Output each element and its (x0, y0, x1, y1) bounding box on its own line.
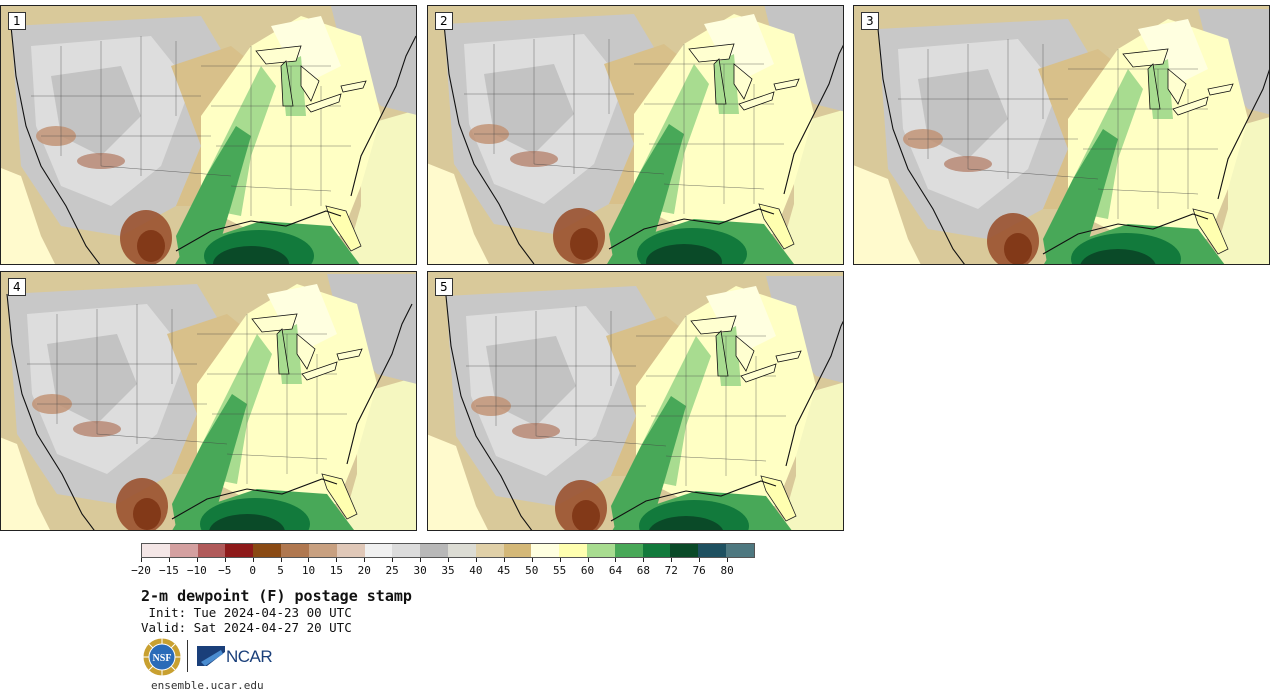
footer-url: ensemble.ucar.edu (151, 679, 264, 692)
colorbar-segment (336, 544, 365, 557)
colorbar-tick-label: 64 (608, 564, 623, 577)
colorbar-tick-label: 15 (329, 564, 343, 577)
panel-number: 3 (861, 12, 879, 30)
colorbar-tick-mark (727, 558, 729, 562)
colorbar-tick-label: −10 (186, 564, 207, 577)
panel-number: 2 (435, 12, 453, 30)
dewpoint-map (1, 6, 416, 264)
colorbar-tick-mark (336, 558, 338, 562)
init-time: Init: Tue 2024-04-23 00 UTC (141, 605, 352, 620)
colorbar-tick-mark (531, 558, 533, 562)
colorbar-segment (559, 544, 587, 557)
colorbar-tick-label: 5 (277, 564, 284, 577)
colorbar-tick-label: −15 (158, 564, 179, 577)
colorbar-segment (253, 544, 282, 557)
colorbar-segment (698, 544, 727, 557)
colorbar-segment (392, 544, 421, 557)
nsf-logo-icon: NSF (143, 638, 181, 676)
colorbar-segment (197, 544, 226, 557)
colorbar-tick-mark (587, 558, 589, 562)
colorbar-tick-mark (141, 558, 142, 562)
colorbar-tick-mark (448, 558, 449, 562)
colorbar-tick-mark (615, 558, 617, 562)
dewpoint-map (854, 6, 1269, 264)
colorbar-tick-mark (475, 558, 477, 562)
colorbar-tick-mark (643, 558, 645, 562)
colorbar-segment (225, 544, 254, 557)
map-panel-5: 5 (427, 271, 844, 531)
colorbar-ticks: −20 −15 −10 −5 0 5 10 15 20 25 30 35 40 45 50 55 60 64 68 7… (131, 558, 755, 578)
colorbar-tick-label: 10 (301, 564, 316, 577)
dewpoint-map (1, 272, 416, 530)
colorbar-segment (587, 544, 615, 557)
colorbar-tick-mark (671, 558, 673, 562)
colorbar-tick-label: 60 (580, 564, 595, 577)
colorbar-tick-label: 25 (385, 564, 399, 577)
figure-title: 2-m dewpoint (F) postage stamp (141, 587, 412, 605)
colorbar-segment (142, 544, 170, 557)
map-panel-1: 1 (0, 5, 417, 265)
colorbar-tick-label: −20 (131, 564, 151, 577)
colorbar-tick-label: 55 (553, 564, 567, 577)
colorbar (141, 543, 755, 558)
panel-number: 5 (435, 278, 453, 296)
nsf-logo-text: NSF (153, 653, 172, 664)
dewpoint-map (428, 6, 843, 264)
colorbar-tick-mark (252, 558, 254, 562)
colorbar-tick-label: 80 (720, 564, 734, 577)
colorbar-tick-mark (280, 558, 282, 562)
colorbar-segment (420, 544, 448, 557)
panel-number: 1 (8, 12, 26, 30)
colorbar-segment (447, 544, 476, 557)
colorbar-segment (531, 544, 560, 557)
colorbar-segment (642, 544, 671, 557)
logo-divider (187, 640, 188, 672)
map-panel-4: 4 (0, 271, 417, 531)
colorbar-tick-label: 40 (469, 564, 483, 577)
colorbar-tick-mark (392, 558, 394, 562)
colorbar-segment (726, 544, 754, 557)
colorbar-tick-mark (196, 558, 198, 562)
colorbar-segment (614, 544, 643, 557)
colorbar-tick-label: 30 (413, 564, 427, 577)
colorbar-segment (308, 544, 337, 557)
colorbar-tick-mark (503, 558, 505, 562)
dewpoint-map (428, 272, 843, 530)
colorbar-segment (364, 544, 393, 557)
colorbar-tick-label: 68 (636, 564, 650, 577)
colorbar-segment (281, 544, 309, 557)
colorbar-tick-mark (168, 558, 170, 562)
colorbar-tick-mark (224, 558, 226, 562)
panel-number: 4 (8, 278, 26, 296)
valid-time: Valid: Sat 2024-04-27 20 UTC (141, 620, 352, 635)
colorbar-tick-mark (364, 558, 366, 562)
colorbar-segment (670, 544, 699, 557)
colorbar-tick-mark (420, 558, 422, 562)
colorbar-tick-label: 50 (525, 564, 539, 577)
colorbar-tick-label: −5 (218, 564, 232, 577)
colorbar-tick-mark (308, 558, 310, 562)
colorbar-segment (169, 544, 198, 557)
map-panel-2: 2 (427, 5, 844, 265)
colorbar-tick-label: 72 (664, 564, 678, 577)
colorbar-tick-label: 35 (441, 564, 455, 577)
colorbar-tick-label: 45 (497, 564, 511, 577)
colorbar-tick-mark (559, 558, 561, 562)
colorbar-segment (475, 544, 504, 557)
map-panel-3: 3 (853, 5, 1270, 265)
colorbar-segment (503, 544, 532, 557)
colorbar-tick-label: 76 (692, 564, 706, 577)
ncar-logo-icon (197, 646, 225, 666)
ncar-logo-text: NCAR (226, 647, 273, 666)
colorbar-tick-label: 20 (357, 564, 371, 577)
colorbar-tick-mark (699, 558, 701, 562)
colorbar-tick-label: 0 (249, 564, 256, 577)
